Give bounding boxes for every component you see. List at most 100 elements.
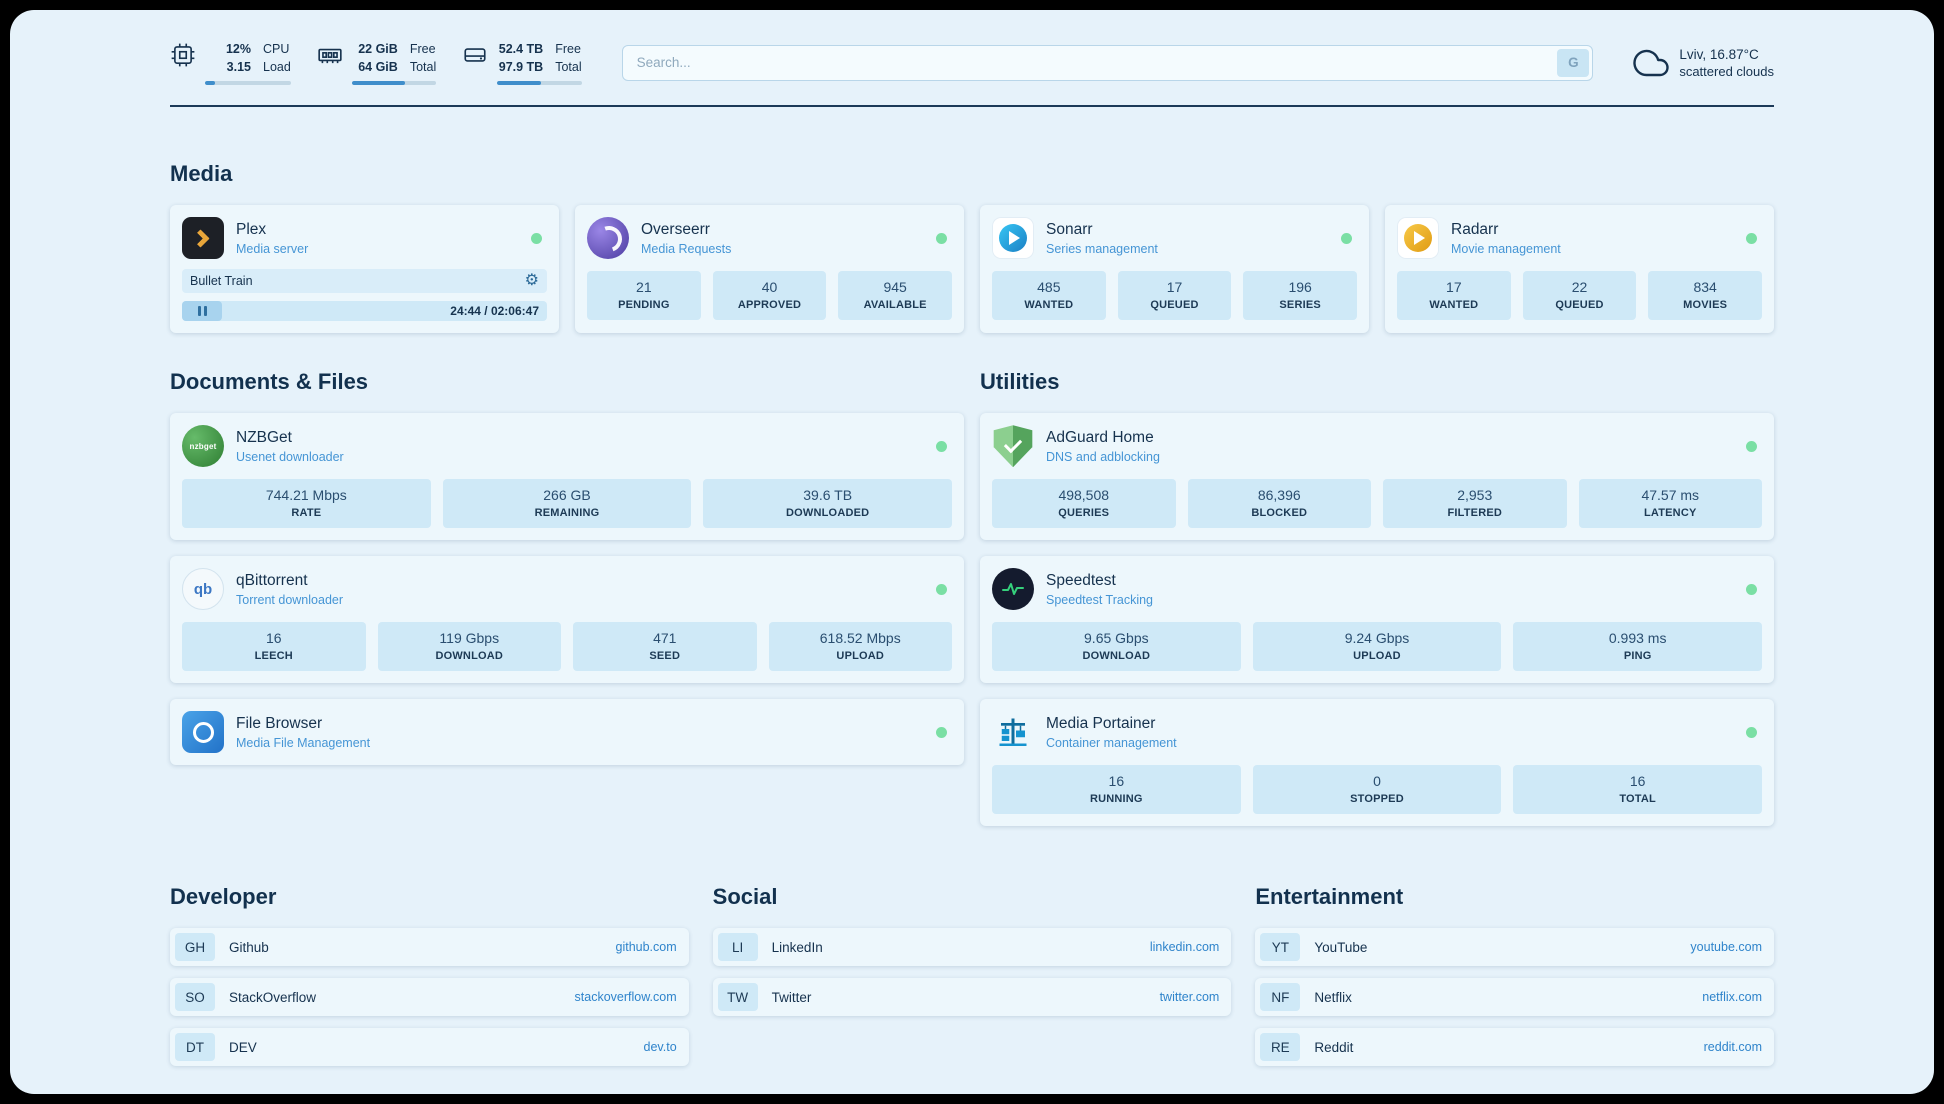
bookmark-url[interactable]: youtube.com: [1690, 940, 1762, 955]
stat-label: DOWNLOAD: [435, 650, 504, 663]
cpu-usage-label: CPU: [263, 42, 290, 56]
bookmark-twitter[interactable]: TW Twitter twitter.com: [712, 978, 1232, 1017]
ram-labels: Free Total: [410, 40, 436, 76]
bookmark-dev[interactable]: DT DEV dev.to: [170, 1028, 689, 1067]
stat-queued: 17 QUEUED: [1117, 271, 1232, 321]
bookmark-url[interactable]: netflix.com: [1702, 990, 1762, 1005]
app-subtitle: Media Requests: [641, 241, 732, 256]
bookmark-github[interactable]: GH Github github.com: [170, 928, 689, 967]
social-section-title: Social: [712, 884, 778, 910]
status-online-dot: [1341, 232, 1352, 244]
entertainment-bookmarks: Entertainment YT YouTube youtube.com NF …: [1255, 884, 1774, 1067]
now-playing-row: Bullet Train ⚙: [182, 269, 547, 294]
stat-approved: 40 APPROVED: [712, 271, 827, 321]
utilities-section: Utilities AdGuard Home DNS and adblockin…: [980, 369, 1774, 827]
stat-label: MOVIES: [1683, 299, 1728, 312]
utilities-section-title: Utilities: [980, 369, 1060, 395]
sonarr-card[interactable]: Sonarr Series management 485 WANTED 17 Q…: [980, 205, 1369, 334]
bookmark-url[interactable]: linkedin.com: [1149, 940, 1220, 955]
status-online-dot: [1746, 583, 1757, 595]
ram-progress-fill: [351, 81, 405, 86]
bookmark-url[interactable]: github.com: [615, 940, 677, 955]
pause-button[interactable]: [182, 301, 222, 322]
bookmark-url[interactable]: dev.to: [643, 1040, 677, 1055]
overseerr-icon: [587, 217, 629, 260]
bookmark-abbr: LI: [717, 933, 758, 962]
radarr-card[interactable]: Radarr Movie management 17 WANTED 22 QUE…: [1385, 205, 1774, 334]
stat-value: 196: [1288, 279, 1312, 296]
app-name: NZBGet: [236, 428, 292, 446]
playback-progress-bar[interactable]: 24:44 / 02:06:47: [182, 301, 547, 322]
cpu-labels: CPU Load: [263, 40, 291, 76]
speedtest-card[interactable]: Speedtest Speedtest Tracking 9.65 Gbps D…: [980, 556, 1774, 684]
cpu-icon: [170, 40, 196, 68]
stat-download: 9.65 Gbps DOWNLOAD: [992, 622, 1241, 672]
bookmark-abbr: SO: [175, 983, 215, 1012]
app-name: File Browser: [236, 714, 323, 732]
sonarr-icon: [992, 217, 1034, 260]
stat-wanted: 485 WANTED: [992, 271, 1106, 321]
bookmark-reddit[interactable]: RE Reddit reddit.com: [1255, 1028, 1774, 1067]
disk-progress-bar: [497, 81, 582, 86]
search-input[interactable]: [621, 44, 1594, 81]
stat-value: 471: [653, 630, 677, 647]
disk-monitor: 52.4 TB 97.9 TB Free Total: [462, 40, 582, 86]
qbittorrent-card[interactable]: qb qBittorrent Torrent downloader 16 LEE…: [170, 556, 964, 684]
stat-label: LATENCY: [1643, 507, 1697, 520]
status-online-dot: [936, 232, 947, 244]
bookmark-url[interactable]: stackoverflow.com: [574, 990, 677, 1005]
disk-progress-fill: [497, 81, 542, 86]
nzbget-icon: nzbget: [182, 425, 224, 468]
overseerr-card[interactable]: Overseerr Media Requests 21 PENDING 40 A…: [575, 205, 964, 334]
stat-blocked: 86,396 BLOCKED: [1187, 479, 1371, 529]
stat-value: 9.65 Gbps: [1084, 630, 1149, 647]
stat-upload: 618.52 Mbps UPLOAD: [768, 622, 952, 672]
stat-value: 485: [1037, 279, 1061, 296]
portainer-card[interactable]: Media Portainer Container management 16 …: [980, 699, 1774, 827]
adguard-card[interactable]: AdGuard Home DNS and adblocking 498,508 …: [980, 413, 1774, 541]
topbar-divider: [170, 105, 1774, 108]
nzbget-card[interactable]: nzbget NZBGet Usenet downloader 744.21 M…: [170, 413, 964, 541]
bookmark-netflix[interactable]: NF Netflix netflix.com: [1255, 978, 1774, 1017]
cpu-progress-bar: [205, 81, 291, 86]
filebrowser-card[interactable]: File Browser Media File Management: [170, 699, 964, 766]
stat-value: 16: [1629, 773, 1646, 790]
stat-value: 16: [265, 630, 282, 647]
stat-label: SEED: [649, 650, 681, 663]
plex-card[interactable]: Plex Media server Bullet Train ⚙ 24:44 /…: [170, 205, 559, 334]
filebrowser-icon: [182, 711, 224, 754]
stat-value: 945: [883, 279, 907, 296]
plex-icon: [182, 217, 224, 260]
stat-upload: 9.24 Gbps UPLOAD: [1252, 622, 1502, 672]
bookmark-youtube[interactable]: YT YouTube youtube.com: [1255, 928, 1774, 967]
bookmark-url[interactable]: reddit.com: [1703, 1040, 1762, 1055]
stat-value: 498,508: [1058, 487, 1110, 504]
stat-total: 16 TOTAL: [1513, 765, 1762, 815]
stat-value: 744.21 Mbps: [265, 487, 347, 504]
stat-ping: 0.993 ms PING: [1513, 622, 1762, 672]
bookmark-linkedin[interactable]: LI LinkedIn linkedin.com: [712, 928, 1232, 967]
app-subtitle: Torrent downloader: [236, 592, 344, 607]
bookmark-stackoverflow[interactable]: SO StackOverflow stackoverflow.com: [170, 978, 689, 1017]
bookmark-url[interactable]: twitter.com: [1159, 990, 1220, 1005]
status-online-dot: [531, 232, 542, 244]
weather-widget: Lviv, 16.87°C scattered clouds: [1633, 45, 1774, 81]
stat-label: PENDING: [618, 299, 670, 312]
dashboard-page: 12% 3.15 CPU Load: [10, 10, 1934, 1094]
ram-total-value: 64 GiB: [358, 60, 398, 75]
stat-label: DOWNLOAD: [1082, 650, 1151, 663]
stat-value: 39.6 TB: [803, 487, 853, 504]
app-name: AdGuard Home: [1046, 428, 1154, 446]
app-name: Sonarr: [1046, 220, 1093, 238]
stat-queued: 22 QUEUED: [1522, 271, 1637, 321]
ram-values: 22 GiB 64 GiB: [352, 40, 398, 76]
search-bar: G: [621, 44, 1594, 81]
cloud-icon: [1633, 45, 1669, 81]
cpu-progress-fill: [205, 81, 216, 86]
search-engine-button[interactable]: G: [1557, 48, 1590, 77]
bookmark-abbr: TW: [717, 983, 758, 1012]
qbittorrent-icon: qb: [182, 568, 224, 611]
adguard-icon: [993, 425, 1033, 468]
settings-gear-icon[interactable]: ⚙: [524, 272, 539, 290]
